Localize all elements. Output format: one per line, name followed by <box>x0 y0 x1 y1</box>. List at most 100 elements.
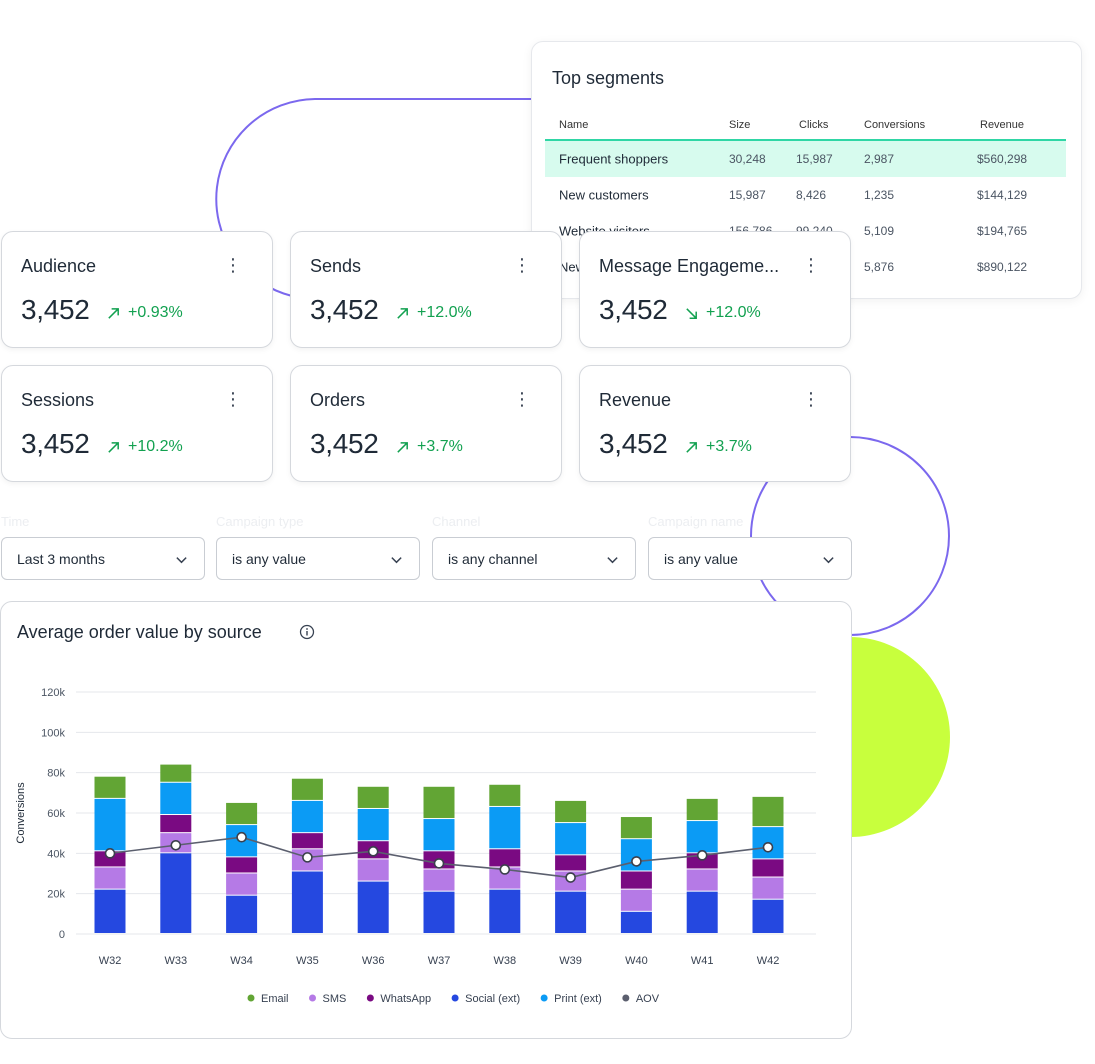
segment-size: 30,248 <box>729 152 766 166</box>
more-vertical-icon[interactable]: ⋮ <box>513 255 531 275</box>
bar-segment <box>160 782 192 815</box>
kpi-card-audience[interactable]: Audience ⋮ 3,452 +0.93% <box>1 231 273 348</box>
kpi-trend: +12.0% <box>684 304 761 322</box>
aov-point <box>762 841 774 853</box>
segment-clicks: 8,426 <box>796 188 827 202</box>
x-tick-label: W40 <box>625 955 648 967</box>
bar-segment <box>94 889 126 933</box>
legend-marker <box>540 994 548 1002</box>
aov-point <box>696 850 708 861</box>
column-header-conversions[interactable]: Conversions <box>864 118 926 131</box>
kpi-value: 3,452 <box>310 428 379 459</box>
chevron-down-icon <box>176 557 187 564</box>
bar-segment <box>423 869 455 891</box>
select-value: is any channel <box>448 551 538 567</box>
kpi-card-revenue[interactable]: Revenue ⋮ 3,452 +3.7% <box>579 365 851 482</box>
kpi-trend-value: +3.7% <box>417 438 463 455</box>
kpi-value: 3,452 <box>599 428 668 459</box>
bar-segment <box>160 815 192 833</box>
y-tick-label: 80k <box>47 768 65 780</box>
column-header-revenue[interactable]: Revenue <box>980 118 1025 131</box>
more-vertical-icon[interactable]: ⋮ <box>513 389 531 409</box>
bar-segment <box>620 817 652 839</box>
more-vertical-icon[interactable]: ⋮ <box>224 255 242 275</box>
arrow-up-right-icon <box>108 441 119 453</box>
table-row[interactable]: New customers 15,987 8,426 1,235 $144,12… <box>545 177 1066 213</box>
bar-segment <box>752 877 784 899</box>
aov-point <box>367 846 379 857</box>
x-tick-label: W32 <box>99 955 122 967</box>
chevron-down-icon <box>823 557 834 564</box>
kpi-trend: +0.93% <box>106 304 183 322</box>
kpi-card-message-engagement[interactable]: Message Engageme... ⋮ 3,452 +12.0% <box>579 231 851 348</box>
table-row[interactable]: New 5,876 $890,122 <box>545 249 1066 285</box>
aov-point <box>104 848 116 859</box>
bar-segment <box>160 853 192 933</box>
segment-name: New <box>559 259 586 275</box>
more-vertical-icon[interactable]: ⋮ <box>802 255 820 275</box>
aov-chart-card: Average order value by source 0 20k 40k 60k… <box>0 601 852 1039</box>
segment-size: 15,987 <box>729 188 766 202</box>
legend-marker <box>309 994 317 1002</box>
bar-segment <box>423 786 455 819</box>
kpi-card-sessions[interactable]: Sessions ⋮ 3,452 +10.2% <box>1 365 273 482</box>
campaign-name-select[interactable]: is any value <box>648 537 852 580</box>
kpi-title: Sessions <box>21 390 95 410</box>
column-header-name[interactable]: Name <box>559 118 589 131</box>
kpi-trend-value: +3.7% <box>706 438 752 455</box>
legend-label: SMS <box>323 993 347 1005</box>
bar-segment <box>291 800 323 833</box>
kpi-title: Message Engageme... <box>599 256 780 276</box>
arrow-up-right-icon <box>108 307 119 319</box>
channel-select[interactable]: is any channel <box>432 537 636 580</box>
x-tick-label: W39 <box>559 955 582 967</box>
info-icon[interactable] <box>299 624 315 640</box>
bar-segment <box>686 853 718 869</box>
more-vertical-icon[interactable]: ⋮ <box>224 389 242 409</box>
bar-segment <box>686 821 718 853</box>
select-value: Last 3 months <box>17 551 105 567</box>
kpi-trend-value: +0.93% <box>128 304 183 321</box>
y-tick-label: 100k <box>41 727 65 739</box>
aov-point <box>631 856 642 867</box>
aov-point <box>302 852 313 863</box>
kpi-card-orders[interactable]: Orders ⋮ 3,452 +3.7% <box>290 365 562 482</box>
column-header-clicks[interactable]: Clicks <box>799 118 829 131</box>
kpi-title: Sends <box>310 256 362 276</box>
kpi-trend: +12.0% <box>395 304 472 322</box>
kpi-card-sends[interactable]: Sends ⋮ 3,452 +12.0% <box>290 231 562 348</box>
bar-segment <box>291 871 323 933</box>
segment-conversions: 1,235 <box>864 188 895 202</box>
legend-label: Print (ext) <box>554 993 602 1005</box>
bar-segment <box>686 869 718 891</box>
kpi-trend-value: +12.0% <box>417 304 472 321</box>
kpi-value: 3,452 <box>310 294 379 325</box>
legend-marker <box>451 994 459 1002</box>
bar-segment <box>752 859 784 877</box>
campaign-type-select[interactable]: is any value <box>216 537 420 580</box>
arrow-up-right-icon <box>686 441 697 453</box>
bar-segment <box>357 859 389 881</box>
filter-label-campaign-name: Campaign name <box>648 514 744 529</box>
y-axis-label: Conversions <box>15 782 27 844</box>
y-tick-label: 0 <box>59 929 65 941</box>
segment-revenue: $890,122 <box>977 260 1028 274</box>
legend-label: WhatsApp <box>380 993 431 1005</box>
time-select[interactable]: Last 3 months <box>1 537 205 580</box>
segment-conversions: 5,876 <box>864 260 895 274</box>
kpi-trend: +3.7% <box>395 438 463 456</box>
bar-segment <box>226 873 258 895</box>
kpi-value: 3,452 <box>21 294 90 325</box>
bar-segment <box>160 764 192 782</box>
select-value: is any value <box>664 551 738 567</box>
legend-marker <box>622 994 630 1002</box>
column-header-size[interactable]: Size <box>729 118 751 131</box>
table-row[interactable]: Frequent shoppers 30,248 15,987 2,987 $5… <box>545 141 1066 177</box>
segment-name: Frequent shoppers <box>559 151 669 167</box>
x-tick-label: W33 <box>164 955 187 967</box>
bar-segment <box>357 786 389 808</box>
segment-revenue: $194,765 <box>977 224 1028 238</box>
select-value: is any value <box>232 551 306 567</box>
more-vertical-icon[interactable]: ⋮ <box>802 389 820 409</box>
legend-marker <box>247 994 255 1002</box>
